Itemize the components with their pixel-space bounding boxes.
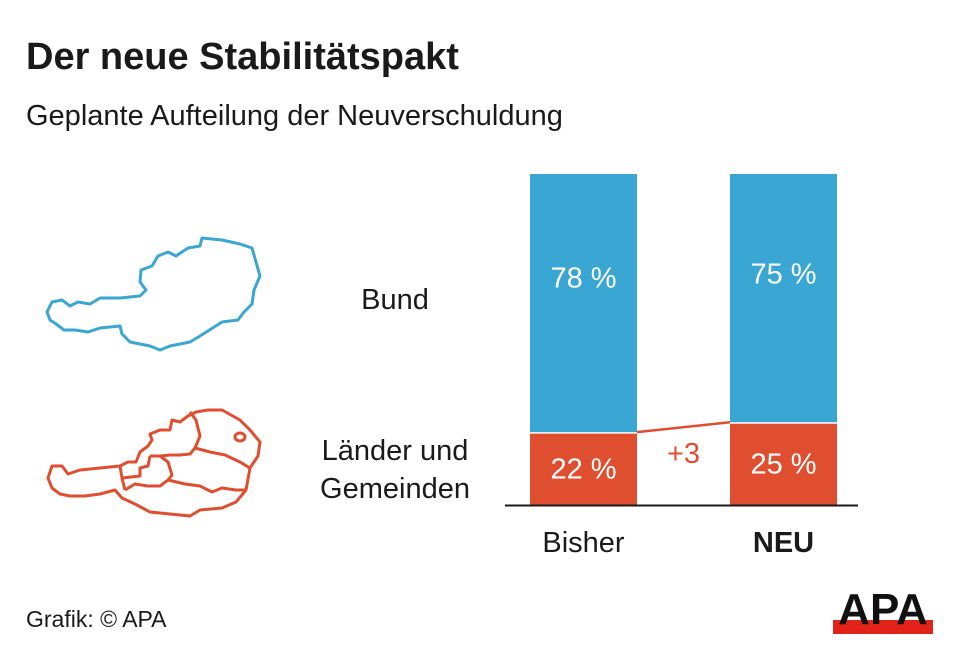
austria-outline-map-icon bbox=[45, 236, 262, 352]
data-label: 25 % bbox=[750, 449, 816, 481]
chart-title: Der neue Stabilitätspakt bbox=[26, 36, 459, 78]
data-label: 22 % bbox=[550, 454, 616, 486]
change-connector bbox=[636, 421, 731, 434]
bar-segment bbox=[730, 174, 837, 423]
bar-segment bbox=[730, 422, 837, 505]
change-annotation: +3 bbox=[667, 438, 700, 470]
x-tick-label: NEU bbox=[753, 527, 814, 559]
data-label: 78 % bbox=[550, 262, 616, 294]
bar-segment bbox=[530, 174, 637, 433]
data-label: 75 % bbox=[750, 258, 816, 290]
legend-label-bund: Bund bbox=[361, 284, 429, 316]
legend-label-laender: Länder und Gemeinden bbox=[320, 435, 470, 505]
bar-segment bbox=[530, 432, 637, 505]
source-credit: Grafik: © APA bbox=[26, 606, 167, 632]
austria-states-map-icon bbox=[46, 408, 262, 518]
x-tick-label: Bisher bbox=[542, 527, 625, 559]
chart-subtitle: Geplante Aufteilung der Neuverschuldung bbox=[26, 100, 563, 132]
